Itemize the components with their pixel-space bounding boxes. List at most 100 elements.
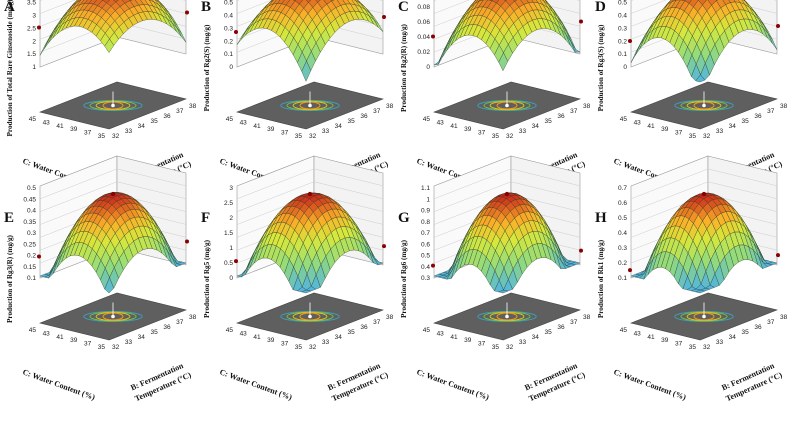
z-tick-label: 1.5	[27, 51, 36, 58]
design-point-left	[628, 39, 632, 44]
x-tick-label: 41	[647, 334, 655, 341]
x-tick-label: 37	[478, 341, 486, 348]
y-tick-label: 35	[151, 329, 159, 336]
y-tick-labels: 32 33 34 35 36 37 38	[506, 314, 591, 351]
y-tick-label: 37	[570, 108, 578, 115]
design-point-left	[628, 268, 632, 273]
y-tick-label: 33	[519, 339, 527, 346]
x-tick-label: 35	[689, 133, 697, 140]
x-tick-label: 35	[295, 133, 303, 140]
x-tick-label: 41	[56, 123, 64, 130]
panel-letter: F	[201, 210, 211, 226]
y-tick-labels: 32 33 34 35 36 37 38	[703, 314, 788, 351]
x-tick-label: 39	[464, 126, 472, 133]
x-tick-label: 43	[437, 330, 445, 337]
y-tick-label: 34	[729, 123, 737, 130]
design-point-left	[37, 25, 41, 30]
response-surface	[236, 192, 384, 294]
y-tick-label: 33	[322, 339, 330, 346]
z-tick-labels: 11.522.533.544.5	[27, 0, 36, 71]
y-tick-label: 37	[176, 108, 184, 115]
y-tick-label: 35	[545, 329, 553, 336]
y-tick-label: 38	[780, 103, 788, 110]
z-tick-label: 0.15	[23, 264, 36, 271]
x-tick-label: 45	[423, 116, 431, 123]
panel-letter: A	[4, 0, 15, 15]
y-tick-label: 34	[729, 334, 737, 341]
design-point-right	[776, 253, 780, 258]
x-tick-label: 37	[281, 341, 289, 348]
response-surface	[39, 192, 187, 294]
y-tick-label: 33	[125, 128, 133, 135]
y-tick-label: 33	[322, 128, 330, 135]
z-tick-label: 0.5	[618, 0, 627, 7]
z-tick-label: 0.5	[224, 0, 233, 7]
z-axis-label: Production of Total Rare Ginsenoside (mg…	[6, 0, 14, 136]
x-axis-label: C: Water Content (%)	[21, 367, 96, 402]
x-tick-label: 45	[226, 327, 234, 334]
y-tick-label: 33	[716, 128, 724, 135]
response-surface	[433, 192, 581, 294]
x-tick-label: 39	[70, 126, 78, 133]
x-tick-label: 45	[423, 327, 431, 334]
x-tick-label: 41	[450, 123, 458, 130]
x-tick-labels: 45 43 41 39 37 35	[226, 116, 303, 140]
z-tick-label: 1.1	[421, 185, 430, 192]
y-tick-labels: 32 33 34 35 36 37 38	[309, 314, 394, 351]
x-tick-label: 43	[240, 330, 248, 337]
design-point-peak	[110, 191, 116, 197]
z-tick-label: 0.1	[618, 275, 627, 282]
z-tick-labels: 00.10.20.30.40.50.60.7	[618, 0, 627, 71]
z-tick-label: 0.08	[417, 4, 430, 11]
x-tick-labels: 45 43 41 39 37 35	[423, 327, 500, 351]
z-tick-labels: 0 0.5 1 1.5 2 2.5 3	[224, 185, 233, 282]
response-surface	[630, 0, 778, 83]
x-axis-label: C: Water Content (%)	[415, 367, 490, 402]
z-tick-label: 2	[32, 38, 36, 45]
z-tick-label: 0	[229, 64, 233, 71]
x-tick-labels: 45 43 41 39 37 35	[620, 327, 697, 351]
z-tick-label: 0.4	[421, 264, 430, 271]
y-tick-label: 38	[386, 314, 394, 321]
y-tick-label: 35	[545, 118, 553, 125]
x-tick-label: 45	[620, 327, 628, 334]
x-tick-label: 43	[43, 330, 51, 337]
x-tick-label: 45	[29, 116, 37, 123]
z-tick-label: 2.5	[224, 200, 233, 207]
x-tick-label: 41	[253, 123, 261, 130]
design-point-right	[185, 239, 189, 244]
x-tick-label: 41	[56, 334, 64, 341]
surface-plot-svg: 0.3 0.4 0.5 0.6 0.7 0.8 0.9 1 1.1 Production of R…	[400, 155, 591, 403]
x-tick-label: 35	[492, 344, 500, 351]
x-tick-label: 37	[675, 130, 683, 137]
z-tick-label: 0.9	[421, 208, 430, 215]
z-tick-labels: 0.3 0.4 0.5 0.6 0.7 0.8 0.9 1 1.1	[421, 185, 430, 282]
z-axis-label: Production of Rg5 (mg/g)	[203, 239, 211, 318]
z-tick-label: 0.4	[27, 208, 36, 215]
y-tick-label: 38	[189, 103, 197, 110]
z-tick-label: 0.7	[618, 185, 627, 192]
design-point-right	[382, 244, 386, 249]
z-tick-labels: 0.1 0.2 0.3 0.4 0.5 0.6 0.7	[618, 185, 627, 282]
design-point-left	[37, 254, 41, 259]
x-tick-label: 45	[226, 116, 234, 123]
surface-plot-svg: 00.511.522.53 Production of Rg5 (mg/g) 45 4…	[203, 155, 394, 403]
y-tick-label: 38	[583, 314, 591, 321]
y-tick-label: 37	[570, 319, 578, 326]
y-tick-label: 35	[151, 118, 159, 125]
y-tick-label: 37	[373, 108, 381, 115]
center-point-floor	[702, 103, 706, 108]
center-point-floor	[505, 314, 509, 319]
z-tick-label: 1.5	[224, 230, 233, 237]
z-axis-label: Production of Rg2(R) (mg/g)	[400, 23, 408, 112]
x-tick-label: 43	[634, 119, 642, 126]
z-tick-label: 0.3	[224, 25, 233, 32]
center-point-floor	[702, 314, 706, 319]
y-tick-label: 32	[506, 133, 514, 140]
panel-letter: C	[398, 0, 409, 15]
z-tick-label: 0.4	[224, 13, 233, 20]
x-tick-label: 37	[84, 341, 92, 348]
x-tick-label: 35	[492, 133, 500, 140]
z-tick-label: 1	[32, 64, 36, 71]
x-tick-label: 39	[70, 337, 78, 344]
